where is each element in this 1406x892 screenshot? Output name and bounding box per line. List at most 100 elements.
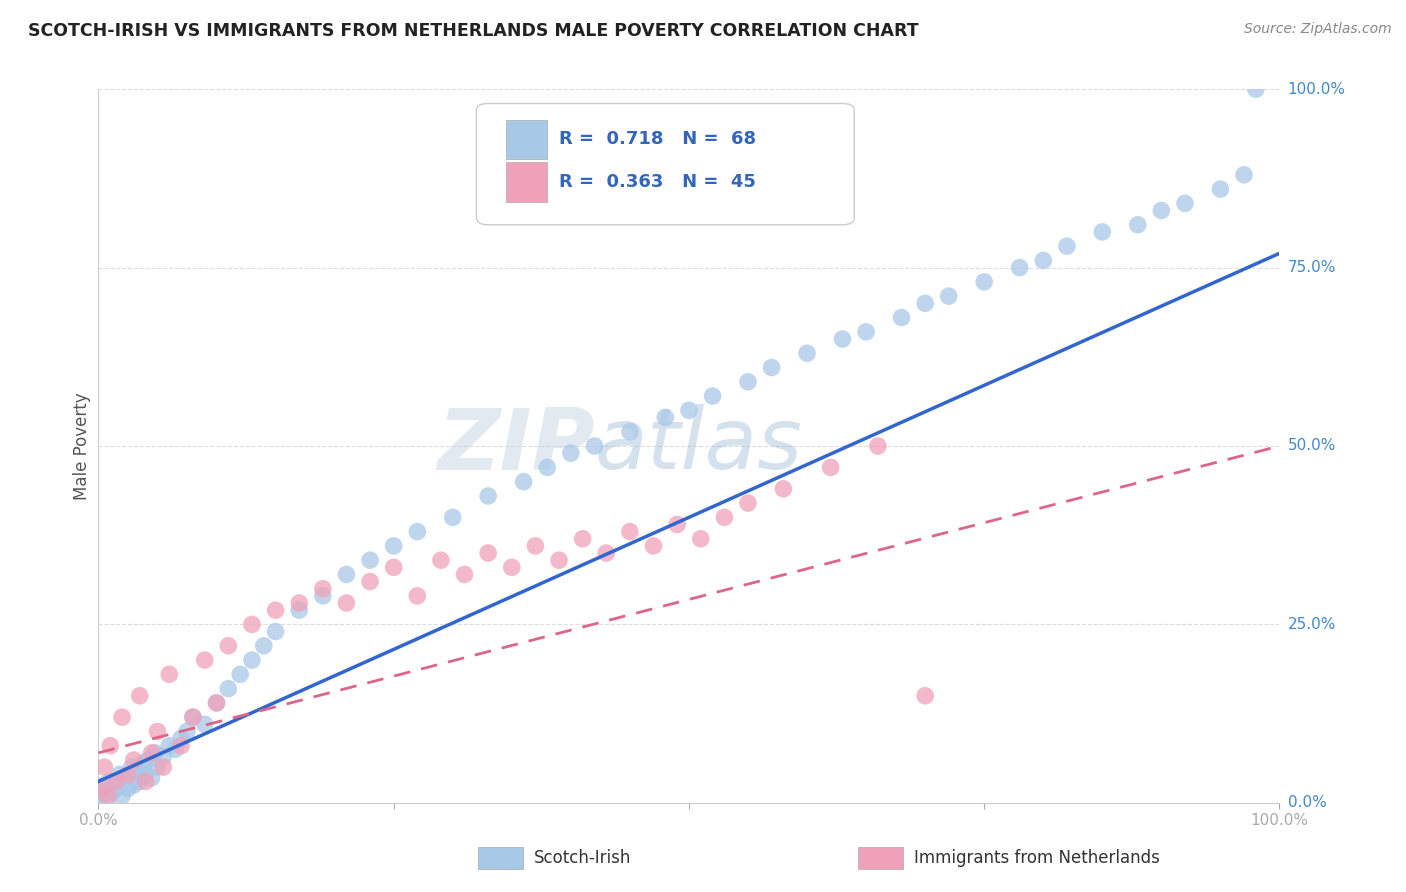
Point: [382, 560, 405, 574]
Point: [666, 517, 689, 532]
Point: [111, 789, 134, 803]
Point: [165, 742, 187, 756]
Point: [643, 539, 665, 553]
Point: [1233, 168, 1256, 182]
Point: [122, 778, 145, 792]
Text: atlas: atlas: [595, 404, 803, 488]
Point: [796, 346, 818, 360]
Point: [831, 332, 853, 346]
Point: [146, 760, 169, 774]
Point: [406, 589, 429, 603]
Point: [583, 439, 606, 453]
Point: [1126, 218, 1149, 232]
Point: [359, 553, 381, 567]
Text: R =  0.718   N =  68: R = 0.718 N = 68: [560, 130, 756, 148]
Point: [1174, 196, 1197, 211]
Text: 25.0%: 25.0%: [1288, 617, 1336, 632]
Point: [512, 475, 534, 489]
Point: [453, 567, 475, 582]
Point: [1209, 182, 1232, 196]
Point: [194, 653, 217, 667]
Text: Immigrants from Netherlands: Immigrants from Netherlands: [914, 849, 1160, 867]
Text: 75.0%: 75.0%: [1288, 260, 1336, 275]
Point: [430, 553, 453, 567]
Point: [914, 689, 936, 703]
Point: [105, 781, 128, 796]
Point: [312, 582, 335, 596]
Point: [229, 667, 252, 681]
Point: [288, 596, 311, 610]
Point: [93, 778, 115, 792]
Point: [772, 482, 794, 496]
Point: [264, 624, 287, 639]
Point: [855, 325, 877, 339]
Point: [820, 460, 842, 475]
Point: [477, 546, 499, 560]
Point: [702, 389, 724, 403]
Point: [128, 689, 150, 703]
Point: [105, 774, 128, 789]
Point: [93, 760, 115, 774]
Point: [141, 771, 163, 785]
Point: [737, 496, 759, 510]
Point: [288, 603, 311, 617]
Point: [125, 764, 148, 778]
Point: [938, 289, 960, 303]
Point: [98, 739, 121, 753]
Text: ZIP: ZIP: [437, 404, 595, 488]
Point: [217, 639, 239, 653]
Point: [194, 717, 217, 731]
Point: [181, 710, 204, 724]
Point: [141, 746, 163, 760]
Point: [240, 617, 263, 632]
Point: [181, 710, 204, 724]
Y-axis label: Male Poverty: Male Poverty: [73, 392, 91, 500]
Point: [111, 710, 134, 724]
Point: [91, 781, 114, 796]
Text: R =  0.363   N =  45: R = 0.363 N = 45: [560, 173, 756, 191]
Text: Scotch-Irish: Scotch-Irish: [534, 849, 631, 867]
Point: [157, 667, 180, 681]
Point: [240, 653, 263, 667]
Text: SCOTCH-IRISH VS IMMIGRANTS FROM NETHERLANDS MALE POVERTY CORRELATION CHART: SCOTCH-IRISH VS IMMIGRANTS FROM NETHERLA…: [28, 22, 918, 40]
Point: [117, 767, 139, 781]
Point: [866, 439, 889, 453]
Point: [98, 774, 121, 789]
Text: 0.0%: 0.0%: [1288, 796, 1326, 810]
Point: [441, 510, 464, 524]
FancyBboxPatch shape: [477, 103, 855, 225]
Point: [1150, 203, 1173, 218]
Point: [157, 739, 180, 753]
Text: 100.0%: 100.0%: [1288, 82, 1346, 96]
Point: [619, 425, 641, 439]
Point: [678, 403, 700, 417]
Point: [136, 753, 159, 767]
Point: [1091, 225, 1114, 239]
Point: [914, 296, 936, 310]
Point: [595, 546, 617, 560]
Point: [121, 760, 143, 774]
Point: [713, 510, 735, 524]
Point: [97, 789, 120, 803]
Point: [382, 539, 405, 553]
Point: [253, 639, 276, 653]
Point: [152, 749, 174, 764]
Point: [406, 524, 429, 539]
Point: [108, 767, 131, 781]
Point: [1032, 253, 1054, 268]
Point: [619, 524, 641, 539]
Point: [312, 589, 335, 603]
Point: [890, 310, 912, 325]
Bar: [506, 162, 547, 202]
Point: [170, 739, 193, 753]
Point: [146, 724, 169, 739]
Point: [217, 681, 239, 696]
Point: [1008, 260, 1031, 275]
Point: [122, 753, 145, 767]
Point: [117, 781, 139, 796]
Point: [548, 553, 571, 567]
Point: [128, 774, 150, 789]
Point: [264, 603, 287, 617]
Point: [359, 574, 381, 589]
Point: [205, 696, 228, 710]
